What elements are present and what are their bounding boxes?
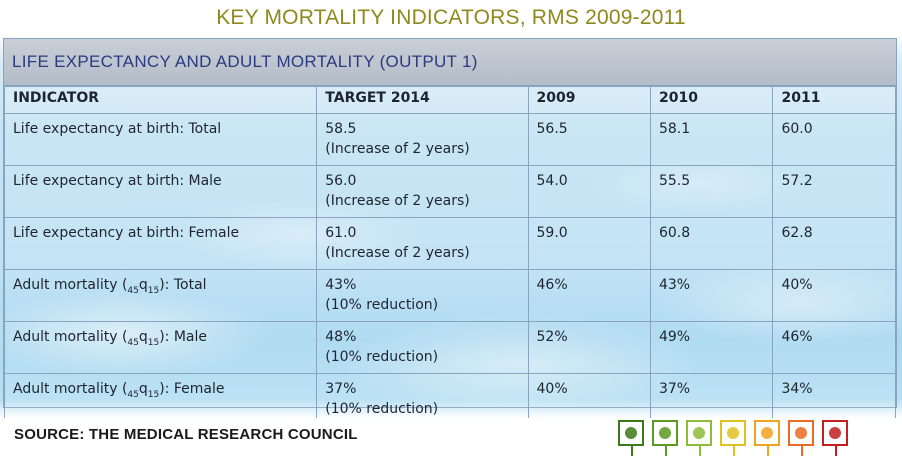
plug-dot xyxy=(795,427,807,439)
indicator-prefix: Adult mortality ( xyxy=(13,381,128,397)
value-2011-cell: 40% xyxy=(772,269,896,322)
footer: SOURCE: THE MEDICAL RESEARCH COUNCIL xyxy=(0,418,902,458)
indicator-cell: Life expectancy at birth: Female xyxy=(3,217,318,270)
panel-header: LIFE EXPECTANCY AND ADULT MORTALITY (OUT… xyxy=(4,39,896,86)
table-row: Adult mortality (45q15): Total 43% (10% r… xyxy=(3,269,896,322)
value-2009-cell: 52% xyxy=(527,321,651,374)
column-header-indicator: INDICATOR xyxy=(3,86,318,114)
plug-dot xyxy=(693,427,705,439)
indicator-cell: Life expectancy at birth: Total xyxy=(3,113,318,166)
dark-green-plug-icon xyxy=(618,420,644,456)
column-header-2010: 2010 xyxy=(649,86,774,114)
indicator-suffix: ): Total xyxy=(159,277,207,293)
plug-stem xyxy=(631,446,633,456)
plug-dot xyxy=(727,427,739,439)
page-title: KEY MORTALITY INDICATORS, RMS 2009-2011 xyxy=(216,6,686,29)
value-2010-cell: 60.8 xyxy=(649,217,774,270)
legend-icon-row xyxy=(618,420,848,456)
column-header-2011: 2011 xyxy=(772,86,896,114)
value-2010-cell: 37% xyxy=(649,373,774,426)
table-row: Life expectancy at birth: Total 58.5 (Inc… xyxy=(3,113,896,166)
interval-subscript: 15 xyxy=(147,338,160,348)
orange-plug-icon xyxy=(754,420,780,456)
indicator-cell: Adult mortality (45q15): Male xyxy=(3,321,318,374)
plug-stem xyxy=(801,446,803,456)
plug-dot xyxy=(625,427,637,439)
target-note: (Increase of 2 years) xyxy=(325,141,470,157)
target-cell: 37% (10% reduction) xyxy=(316,373,529,426)
target-note: (10% reduction) xyxy=(325,349,439,365)
red-plug-icon xyxy=(822,420,848,456)
value-2011-cell: 46% xyxy=(772,321,896,374)
green-plug-icon xyxy=(652,420,678,456)
indicator-cell: Adult mortality (45q15): Total xyxy=(3,269,318,322)
value-2009-cell: 46% xyxy=(527,269,651,322)
probability-symbol: q xyxy=(138,277,148,293)
target-cell: 48% (10% reduction) xyxy=(316,321,529,374)
table-header-row: INDICATOR TARGET 2014 2009 2010 2011 xyxy=(3,86,896,114)
indicator-suffix: ): Female xyxy=(159,381,225,397)
indicator-suffix: ): Male xyxy=(159,329,208,345)
probability-symbol: q xyxy=(138,329,148,345)
probability-symbol: q xyxy=(138,381,148,397)
value-2010-cell: 58.1 xyxy=(649,113,774,166)
plug-dot xyxy=(761,427,773,439)
indicator-cell: Life expectancy at birth: Male xyxy=(3,165,318,218)
target-cell: 43% (10% reduction) xyxy=(316,269,529,322)
value-2011-cell: 34% xyxy=(772,373,896,426)
target-value: 48% xyxy=(325,329,357,345)
target-note: (Increase of 2 years) xyxy=(325,245,470,261)
column-header-target: TARGET 2014 xyxy=(316,86,529,114)
age-subscript: 45 xyxy=(127,286,139,296)
column-header-2009: 2009 xyxy=(527,86,651,114)
plug-dot xyxy=(659,427,671,439)
value-2010-cell: 43% xyxy=(649,269,774,322)
target-value: 58.5 xyxy=(325,121,357,137)
target-note: (Increase of 2 years) xyxy=(325,193,470,209)
target-note: (10% reduction) xyxy=(325,401,439,417)
target-note: (10% reduction) xyxy=(325,297,439,313)
light-green-plug-icon xyxy=(686,420,712,456)
indicators-table: INDICATOR TARGET 2014 2009 2010 2011 Lif… xyxy=(3,86,896,426)
table-row: Life expectancy at birth: Male 56.0 (Incr… xyxy=(3,165,896,218)
plug-dot xyxy=(829,427,841,439)
value-2009-cell: 59.0 xyxy=(527,217,651,270)
interval-subscript: 15 xyxy=(147,286,160,296)
interval-subscript: 15 xyxy=(147,390,160,400)
plug-stem xyxy=(835,446,837,456)
target-value: 56.0 xyxy=(325,173,357,189)
target-cell: 61.0 (Increase of 2 years) xyxy=(316,217,529,270)
plug-stem xyxy=(665,446,667,456)
value-2009-cell: 56.5 xyxy=(527,113,651,166)
value-2010-cell: 49% xyxy=(649,321,774,374)
value-2009-cell: 54.0 xyxy=(527,165,651,218)
plug-stem xyxy=(733,446,735,456)
source-credit: SOURCE: THE MEDICAL RESEARCH COUNCIL xyxy=(14,426,358,443)
age-subscript: 45 xyxy=(127,390,139,400)
target-value: 61.0 xyxy=(325,225,357,241)
target-cell: 58.5 (Increase of 2 years) xyxy=(316,113,529,166)
value-2011-cell: 62.8 xyxy=(772,217,896,270)
indicator-cell: Adult mortality (45q15): Female xyxy=(3,373,318,426)
value-2009-cell: 40% xyxy=(527,373,651,426)
table-row: Adult mortality (45q15): Female 37% (10% … xyxy=(3,373,896,426)
table-row: Adult mortality (45q15): Male 48% (10% re… xyxy=(3,321,896,374)
indicator-prefix: Adult mortality ( xyxy=(13,329,128,345)
target-value: 43% xyxy=(325,277,357,293)
indicators-panel: LIFE EXPECTANCY AND ADULT MORTALITY (OUT… xyxy=(3,38,897,426)
value-2011-cell: 60.0 xyxy=(772,113,896,166)
value-2010-cell: 55.5 xyxy=(649,165,774,218)
dark-orange-plug-icon xyxy=(788,420,814,456)
age-subscript: 45 xyxy=(127,338,139,348)
indicator-prefix: Adult mortality ( xyxy=(13,277,128,293)
target-cell: 56.0 (Increase of 2 years) xyxy=(316,165,529,218)
yellow-plug-icon xyxy=(720,420,746,456)
plug-stem xyxy=(767,446,769,456)
plug-stem xyxy=(699,446,701,456)
table-row: Life expectancy at birth: Female 61.0 (In… xyxy=(3,217,896,270)
target-value: 37% xyxy=(325,381,357,397)
value-2011-cell: 57.2 xyxy=(772,165,896,218)
